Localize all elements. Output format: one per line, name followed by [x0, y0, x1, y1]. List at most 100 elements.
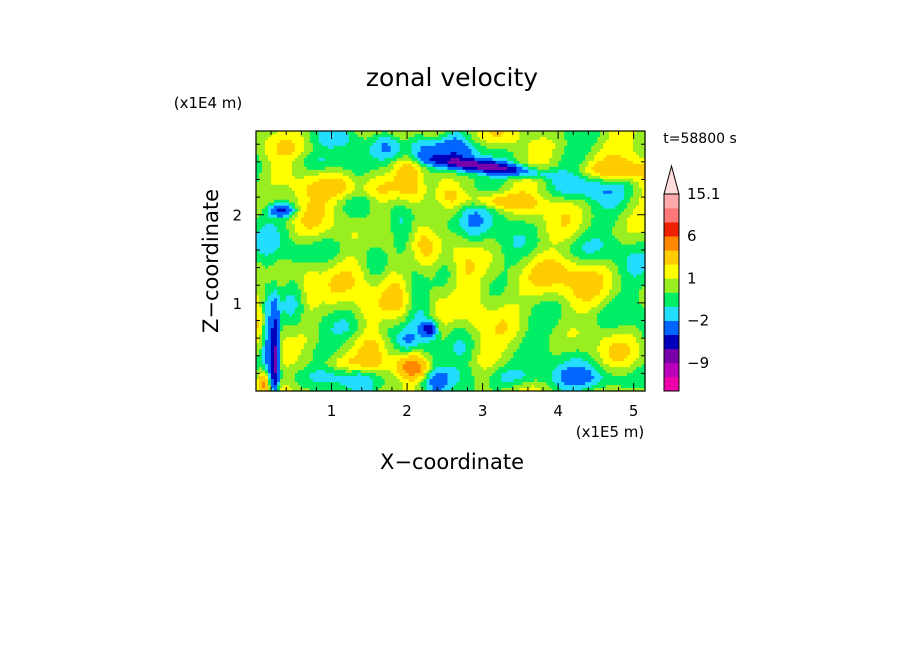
contour-cell [372, 382, 386, 386]
contour-cell [429, 367, 434, 371]
contour-cell [456, 280, 482, 285]
contour-cell [411, 301, 431, 305]
contour-cell [627, 217, 646, 222]
contour-cell [411, 160, 419, 165]
contour-cell [624, 208, 634, 213]
contour-cell [333, 211, 347, 216]
contour-cell [630, 214, 646, 219]
contour-cell [264, 328, 269, 332]
colorbar-label: 1 [687, 269, 697, 287]
contour-cell [423, 358, 428, 362]
contour-cell [300, 349, 314, 353]
contour-cell [522, 256, 535, 261]
contour-cell [366, 262, 389, 267]
contour-cell [576, 229, 586, 234]
contour-cell [381, 307, 401, 311]
contour-cell [480, 364, 493, 368]
contour-cell [597, 346, 610, 350]
contour-cell [618, 217, 628, 222]
contour-cell [462, 340, 476, 344]
contour-cell [555, 184, 625, 189]
contour-cell [459, 223, 470, 228]
contour-cell [279, 232, 290, 237]
contour-cell [393, 235, 410, 240]
contour-cell [357, 235, 395, 240]
contour-cell [345, 211, 371, 216]
contour-cell [339, 319, 347, 323]
contour-cell [435, 373, 449, 377]
contour-cell [318, 139, 350, 144]
contour-cell [279, 340, 284, 344]
contour-cell [498, 367, 556, 371]
contour-cell [258, 175, 272, 180]
contour-cell [402, 289, 407, 293]
contour-cell [381, 292, 404, 296]
contour-cell [276, 334, 281, 338]
contour-cell [459, 370, 473, 374]
contour-cell [585, 169, 595, 174]
contour-cell [468, 217, 485, 222]
contour-cell [256, 367, 260, 371]
contour-cell [279, 385, 284, 389]
contour-cell [591, 298, 604, 302]
contour-cell [273, 355, 278, 359]
contour-cell [411, 277, 431, 282]
contour-cell [606, 265, 619, 270]
contour-cell [258, 154, 269, 159]
contour-cell [256, 355, 263, 359]
contour-cell [462, 226, 490, 231]
contour-cell [573, 241, 586, 246]
contour-cell [639, 154, 646, 159]
contour-cell [369, 178, 395, 183]
contour-cell [561, 388, 583, 392]
contour-cell [468, 232, 482, 237]
contour-cell [471, 133, 479, 138]
contour-cell [441, 241, 499, 246]
contour-cell [273, 319, 278, 323]
contour-cell [384, 268, 440, 273]
contour-cell [504, 289, 520, 293]
contour-cell [474, 211, 479, 216]
contour-cell [612, 286, 622, 290]
contour-cell [393, 325, 407, 329]
contour-cell [327, 259, 344, 264]
contour-cell [381, 131, 389, 135]
contour-cell [369, 247, 383, 252]
contour-cell [378, 331, 389, 335]
contour-cell [267, 382, 272, 386]
contour-cell [429, 307, 437, 311]
contour-cell [579, 175, 589, 180]
contour-cell [597, 382, 646, 386]
contour-cell [336, 349, 350, 353]
contour-cell [276, 131, 302, 135]
contour-cell [450, 271, 458, 276]
contour-cell [447, 268, 458, 273]
contour-cell [579, 226, 589, 231]
contour-cell [276, 214, 284, 219]
contour-cell [354, 331, 365, 335]
contour-cell [384, 157, 398, 162]
contour-cell [261, 211, 269, 216]
contour-cell [402, 337, 416, 341]
contour-cell [441, 319, 455, 323]
contour-cell [318, 172, 344, 177]
contour-cell [480, 289, 490, 293]
contour-cell [405, 325, 419, 329]
contour-cell [285, 220, 293, 225]
contour-cell [387, 142, 401, 147]
contour-cell [414, 334, 422, 338]
contour-cell [256, 169, 263, 174]
contour-cell [256, 382, 260, 386]
contour-cell [495, 208, 505, 213]
contour-cell [378, 283, 392, 287]
contour-cell [456, 283, 482, 287]
contour-cell [345, 202, 371, 207]
contour-cell [531, 310, 562, 314]
contour-cell [378, 343, 386, 347]
contour-cell [531, 313, 562, 317]
contour-cell [528, 169, 538, 174]
contour-cell [270, 172, 293, 177]
contour-cell [453, 178, 476, 183]
contour-cell [375, 196, 398, 201]
contour-cell [306, 271, 320, 276]
